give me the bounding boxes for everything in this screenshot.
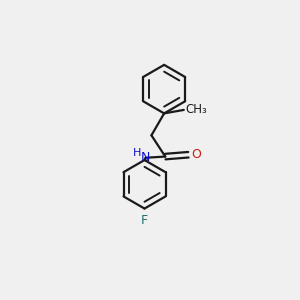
Text: O: O <box>191 148 201 161</box>
Text: H: H <box>133 148 141 158</box>
Text: F: F <box>141 214 148 226</box>
Text: CH₃: CH₃ <box>186 103 207 116</box>
Text: N: N <box>141 151 150 164</box>
